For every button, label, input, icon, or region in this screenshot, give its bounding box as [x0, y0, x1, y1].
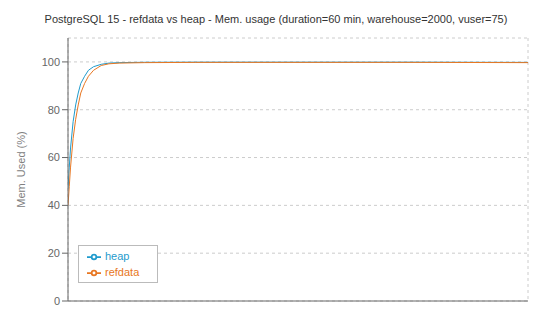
svg-text:100: 100 — [42, 56, 60, 68]
html-text:refdata: refdata — [105, 266, 140, 279]
html-text:heap: heap — [105, 250, 130, 262]
svg-text:20: 20 — [48, 247, 60, 259]
svg-text:0: 0 — [54, 295, 60, 307]
svg-text:60: 60 — [48, 151, 60, 163]
svg-text:Mem. Used (%): Mem. Used (%) — [15, 131, 27, 207]
svg-text:40: 40 — [48, 199, 60, 211]
svg-text:80: 80 — [48, 104, 60, 116]
html-text:PostgreSQL 15 - refdata vs hea: PostgreSQL 15 - refdata vs heap - Mem. u… — [44, 13, 508, 25]
